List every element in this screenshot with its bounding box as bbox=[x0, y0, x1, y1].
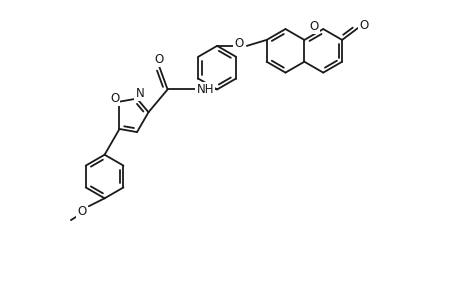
Text: O: O bbox=[110, 92, 119, 105]
Text: O: O bbox=[308, 20, 318, 33]
Text: O: O bbox=[154, 53, 163, 66]
Text: NH: NH bbox=[196, 83, 213, 96]
Text: N: N bbox=[135, 87, 144, 100]
Text: O: O bbox=[358, 19, 368, 32]
Text: O: O bbox=[234, 38, 243, 50]
Text: O: O bbox=[77, 205, 86, 218]
